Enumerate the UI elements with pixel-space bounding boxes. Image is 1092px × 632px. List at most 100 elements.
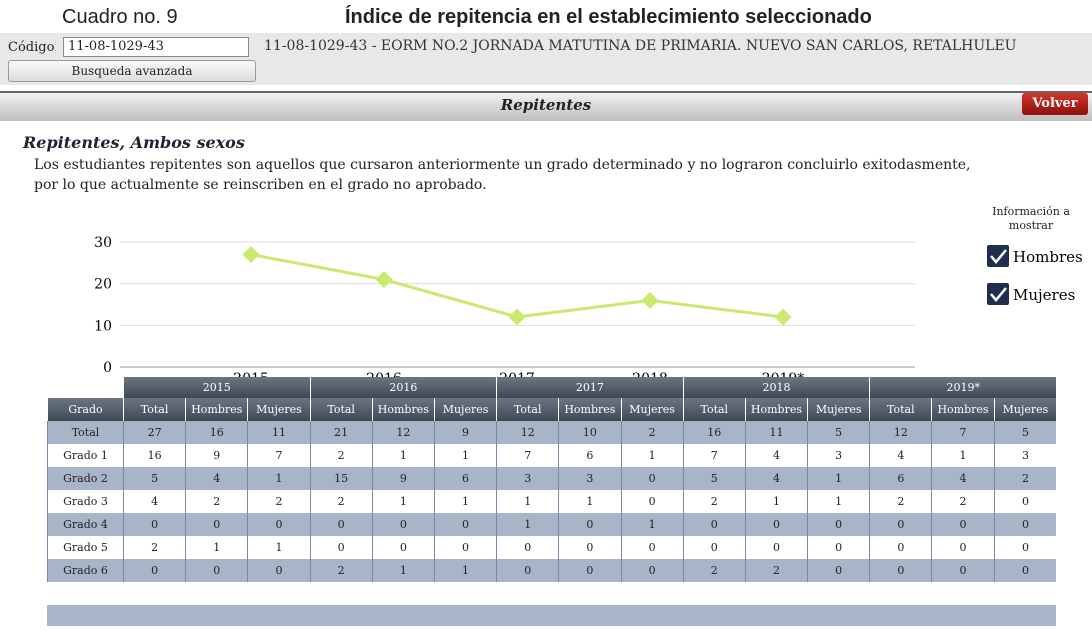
year-header: 2019* — [869, 377, 1057, 398]
cell: 0 — [620, 490, 684, 513]
year-header: 2016 — [309, 377, 497, 398]
cell: 2 — [931, 490, 995, 513]
subheader: Grado — [47, 398, 124, 421]
row-label: Grado 3 — [47, 490, 124, 513]
description: Los estudiantes repitentes son aquellos … — [34, 157, 971, 193]
cell: 1 — [371, 490, 435, 513]
cell: 3 — [496, 467, 559, 490]
cell: 2 — [682, 559, 746, 582]
subheader: Mujeres — [807, 398, 870, 421]
group-header-row: 2015 2016 2017 2018 2019* — [47, 377, 1057, 398]
cell: 2 — [744, 559, 808, 582]
cell: 0 — [682, 536, 746, 559]
cell: 0 — [371, 513, 435, 536]
cell: 2 — [122, 536, 186, 559]
cell: 0 — [682, 513, 746, 536]
cell: 0 — [122, 559, 186, 582]
table-row: Grado 1 16 9 7 2 1 1 7 6 1 7 4 3 4 1 3 — [47, 444, 1057, 467]
checkbox — [987, 245, 1009, 267]
subheader: Total — [309, 398, 373, 421]
option-label: Mujeres — [1013, 286, 1075, 304]
row-label: Grado 2 — [47, 467, 124, 490]
cell: 1 — [247, 536, 311, 559]
cell: 2 — [993, 467, 1057, 490]
cell: 6 — [433, 467, 497, 490]
cell: 0 — [620, 559, 684, 582]
line — [250, 253, 784, 319]
cell: 1 — [931, 444, 995, 467]
subheader: Total — [682, 398, 746, 421]
cell: 4 — [744, 467, 808, 490]
subheader-row: Grado Total Hombres Mujeres Total Hombres Muje… — [47, 398, 1057, 421]
back-button[interactable]: Volver — [1022, 93, 1088, 115]
cell: 0 — [993, 559, 1057, 582]
cell: 2 — [185, 490, 248, 513]
caption: Cuadro no. 9 — [62, 6, 178, 28]
y-tick-label: 20 — [94, 277, 112, 293]
bar-title: Repitentes — [500, 96, 592, 114]
cell: 1 — [247, 467, 311, 490]
row-label: Total — [47, 421, 124, 444]
data-table: 2015 2016 2017 2018 2019* Grado Total Hombres Mu… — [47, 377, 1057, 582]
marker — [774, 308, 792, 326]
row-label: Grado 1 — [47, 444, 124, 467]
table-row: Total 27 16 11 21 12 9 12 10 2 16 11 5 12 7 5 — [47, 421, 1057, 444]
cell: 0 — [993, 536, 1057, 559]
search-button[interactable]: Busqueda avanzada — [8, 60, 256, 82]
cell: 4 — [185, 467, 248, 490]
row-label: Grado 6 — [47, 559, 124, 582]
cell: 2 — [247, 490, 311, 513]
subheader: Total — [869, 398, 932, 421]
cell: 0 — [496, 559, 559, 582]
cell: 2 — [620, 421, 684, 444]
cell: 6 — [558, 444, 621, 467]
cell: 2 — [869, 490, 932, 513]
cell: 7 — [496, 444, 559, 467]
cell: 5 — [682, 467, 746, 490]
cell: 1 — [371, 444, 435, 467]
cell: 1 — [744, 490, 808, 513]
subheader: Total — [496, 398, 559, 421]
cell: 0 — [496, 536, 559, 559]
cell: 7 — [247, 444, 311, 467]
row-label: Grado 5 — [47, 536, 124, 559]
cell: 2 — [309, 559, 373, 582]
subheader: Hombres — [931, 398, 995, 421]
marker — [508, 308, 526, 326]
cell: 0 — [558, 559, 621, 582]
cell: 4 — [869, 444, 932, 467]
subheader: Hombres — [371, 398, 435, 421]
y-tick-label: 10 — [94, 318, 112, 334]
cell: 0 — [931, 536, 995, 559]
cell: 6 — [869, 467, 932, 490]
y-tick-label: 0 — [103, 360, 112, 376]
cell: 9 — [371, 467, 435, 490]
cell: 0 — [247, 559, 311, 582]
cell: 0 — [807, 559, 870, 582]
subheader: Mujeres — [247, 398, 311, 421]
table-footer — [47, 605, 1056, 626]
cell: 1 — [620, 513, 684, 536]
cell: 1 — [433, 490, 497, 513]
cell: 0 — [185, 559, 248, 582]
cell: 12 — [371, 421, 435, 444]
cell: 4 — [122, 490, 186, 513]
subheader: Mujeres — [993, 398, 1057, 421]
subheader: Total — [122, 398, 186, 421]
cell: 0 — [433, 536, 497, 559]
cell: 0 — [433, 513, 497, 536]
cell: 3 — [993, 444, 1057, 467]
code-input[interactable]: 11-08-1029-43 — [63, 37, 249, 57]
cell: 0 — [931, 513, 995, 536]
cell: 0 — [869, 536, 932, 559]
cell: 11 — [744, 421, 808, 444]
marker — [242, 246, 260, 263]
cell: 0 — [620, 467, 684, 490]
cell: 0 — [185, 513, 248, 536]
cell: 7 — [682, 444, 746, 467]
cell: 1 — [433, 559, 497, 582]
cell: 0 — [247, 513, 311, 536]
